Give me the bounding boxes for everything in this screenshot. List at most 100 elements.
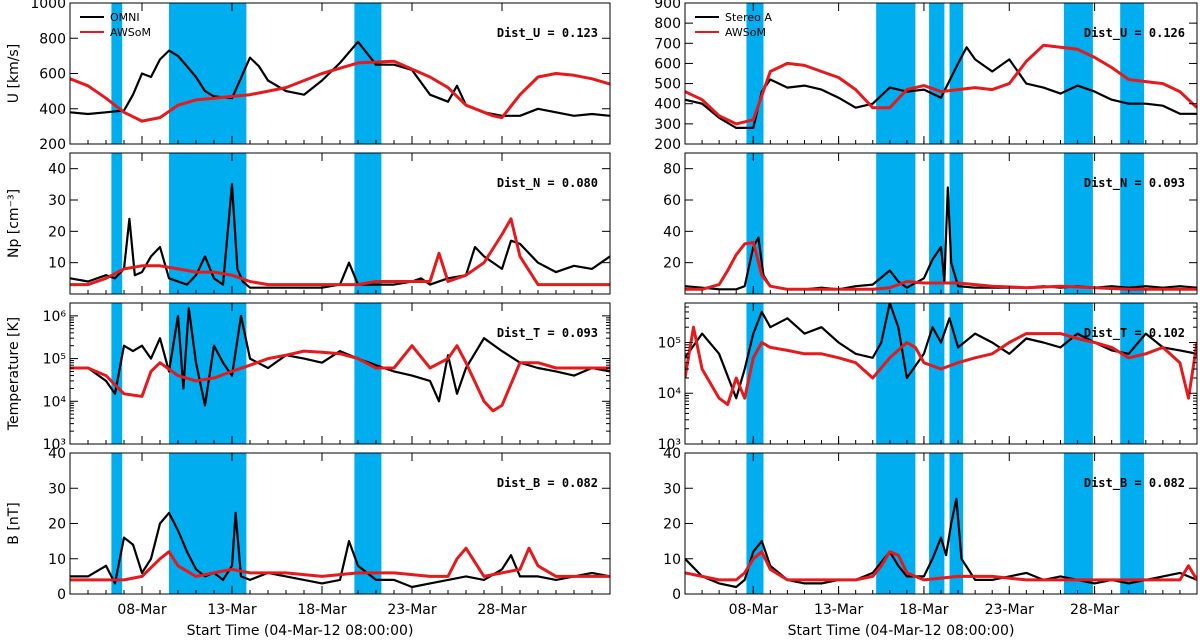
shaded-interval (876, 3, 916, 144)
legend-label: OMNI (110, 11, 140, 24)
shaded-interval (876, 453, 916, 594)
y-tick-label: 60 (663, 193, 681, 209)
panel-frame (69, 452, 611, 595)
model-line-N (685, 240, 1197, 291)
x-tick-label: 23-Mar (387, 602, 437, 618)
y-tick-label: 20 (663, 517, 681, 533)
dist-label: Dist_B = 0.082 (1084, 476, 1185, 491)
shaded-interval (929, 303, 945, 444)
shaded-interval (746, 453, 764, 594)
shaded-interval (1063, 303, 1093, 444)
y-tick-label: 700 (654, 36, 681, 52)
dist-label: Dist_N = 0.080 (497, 176, 598, 191)
y-tick-label: 0 (57, 587, 66, 603)
y-axis-label: B [nT] (6, 502, 22, 544)
y-tick-label: 900 (654, 0, 681, 12)
dist-label: Dist_U = 0.123 (497, 26, 598, 41)
shaded-interval (111, 303, 123, 444)
y-tick-label: 600 (39, 67, 66, 83)
y-tick-label: 10⁴ (658, 386, 682, 402)
shaded-interval (1120, 303, 1145, 444)
panel-frame (69, 2, 611, 145)
shaded-interval (929, 3, 945, 144)
y-tick-label: 40 (48, 446, 66, 462)
x-tick-label: 08-Mar (117, 602, 167, 618)
y-tick-label: 0 (672, 587, 681, 603)
panel-left-T: 10³ 10⁴ 10⁵ 10⁶ Temperature [K] Dist_T = 0.09… (6, 302, 611, 453)
x-tick-label: 23-Mar (985, 602, 1035, 618)
dist-label: Dist_T = 0.093 (497, 326, 598, 341)
y-tick-label: 40 (663, 224, 681, 240)
x-tick-label: 13-Mar (814, 602, 864, 618)
obs-line-T (70, 307, 610, 407)
dist-label: Dist_T = 0.102 (1084, 326, 1185, 341)
panel-right-U: 200 300 400 500 600 700 800 900 Dist_U = 0.126 St… (654, 0, 1198, 153)
shaded-interval (1120, 3, 1145, 144)
y-tick-label: 10⁵ (658, 335, 681, 351)
shaded-interval (949, 153, 964, 294)
y-tick-label: 10⁵ (43, 352, 66, 368)
shaded-interval (169, 3, 247, 144)
obs-line-B (70, 511, 610, 589)
legend-label: AWSoM (110, 26, 151, 39)
y-tick-label: 20 (48, 517, 66, 533)
x-tick-label: 28-Mar (1070, 602, 1120, 618)
dist-label: Dist_N = 0.093 (1084, 176, 1185, 191)
y-tick-label: 30 (48, 481, 66, 497)
obs-line-U (70, 40, 610, 117)
shaded-interval (111, 3, 123, 144)
y-tick-label: 10⁶ (43, 309, 67, 325)
model-line-T (70, 344, 610, 413)
model-line-U (685, 43, 1197, 126)
x-axis-title: Start Time (04-Mar-12 08:00:00) (187, 623, 414, 639)
x-tick-label: 18-Mar (297, 602, 347, 618)
y-tick-label: 20 (663, 256, 681, 272)
panel-right-T: 10³ 10⁴ 10⁵ Dist_T = 0.102 (658, 302, 1198, 453)
y-tick-label: 10³ (658, 437, 681, 453)
shaded-interval (111, 153, 123, 294)
y-axis-label: Temperature [K] (6, 317, 22, 431)
y-tick-label: 400 (39, 102, 66, 118)
dist-label: Dist_B = 0.082 (497, 476, 598, 491)
y-tick-label: 600 (654, 56, 681, 72)
shaded-interval (949, 453, 964, 594)
shaded-interval (929, 453, 945, 594)
shaded-interval (1063, 453, 1093, 594)
shaded-interval (929, 153, 945, 294)
x-tick-label: 28-Mar (477, 602, 527, 618)
shaded-interval (169, 303, 247, 444)
model-line-U (70, 59, 610, 123)
panel-right-N: 20 40 60 80 Dist_N = 0.093 (663, 152, 1198, 295)
shaded-interval (354, 153, 382, 294)
panel-left-B: 0 10 20 30 40 B [nT] Dist_B = 0.082 (6, 446, 611, 603)
y-tick-label: 30 (48, 193, 66, 209)
panel-right-B: 0 10 20 30 40 Dist_B = 0.082 (663, 446, 1198, 603)
y-tick-label: 400 (654, 97, 681, 113)
model-line-B (70, 546, 610, 582)
x-tick-label: 08-Mar (729, 602, 779, 618)
y-tick-label: 1000 (30, 0, 66, 12)
model-line-B (685, 550, 1197, 582)
y-tick-label: 200 (654, 137, 681, 153)
y-axis-label: U [km/s] (6, 44, 22, 103)
y-tick-label: 10 (48, 552, 66, 568)
panel-left-U: 200 400 600 800 1000 U [km/s] Dist_U = 0.123 OM… (6, 0, 611, 153)
shaded-interval (354, 453, 382, 594)
shaded-interval (111, 453, 123, 594)
y-axis-label: Np [cm⁻³] (6, 189, 22, 258)
y-tick-label: 40 (663, 446, 681, 462)
y-tick-label: 10³ (43, 437, 66, 453)
shaded-interval (1063, 3, 1093, 144)
x-tick-label: 18-Mar (899, 602, 949, 618)
model-line-T (685, 325, 1197, 406)
shaded-interval (354, 303, 382, 444)
y-tick-label: 500 (654, 77, 681, 93)
y-tick-label: 80 (663, 162, 681, 178)
y-tick-label: 300 (654, 117, 681, 133)
y-tick-label: 40 (48, 162, 66, 178)
shaded-interval (876, 153, 916, 294)
y-tick-label: 800 (654, 16, 681, 32)
x-tick-label: 13-Mar (207, 602, 257, 618)
obs-line-B (685, 497, 1197, 589)
